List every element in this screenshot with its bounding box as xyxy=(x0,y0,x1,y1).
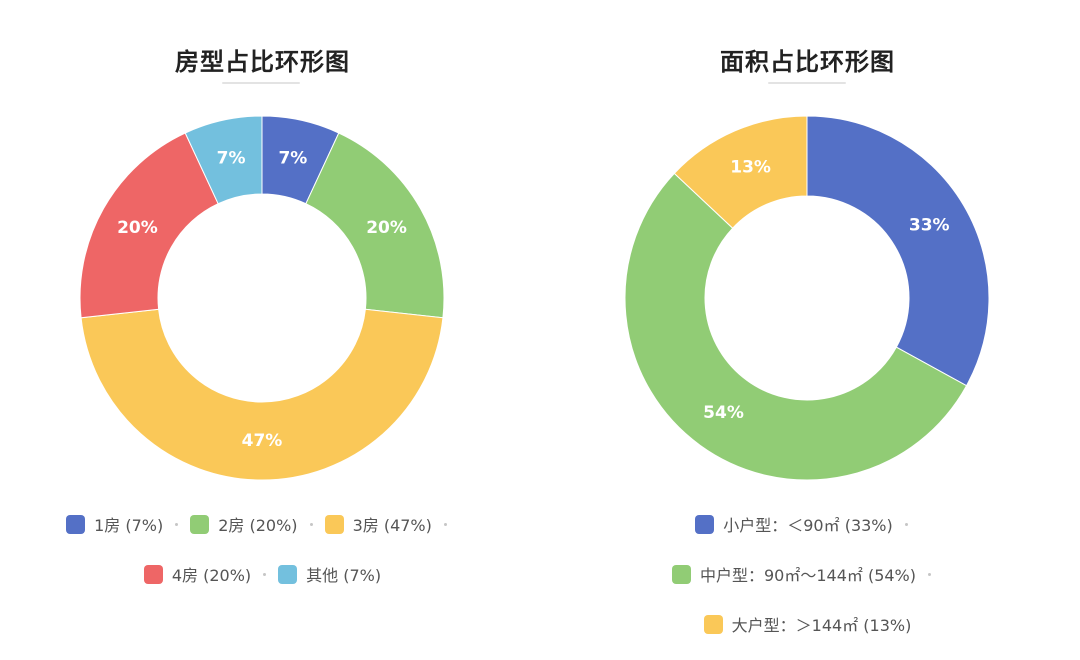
legend-item-3room[interactable]: 3房 (47%) xyxy=(324,512,432,536)
legend-swatch xyxy=(278,564,298,584)
legend-separator xyxy=(928,572,932,576)
legend-label: 1房 (7%) xyxy=(94,516,164,535)
room-type-donut: 7% 20% 47% 20% 7% xyxy=(79,115,445,481)
legend-item-1room[interactable]: 1房 (7%) xyxy=(66,512,163,536)
slice-data-label-4: 7% xyxy=(217,148,246,168)
legend-swatch xyxy=(695,514,715,534)
donut-slice-2[interactable] xyxy=(673,115,808,229)
donut-slice-4[interactable] xyxy=(184,115,263,205)
legend-label: 其他 (7%) xyxy=(306,566,382,585)
slice-data-label-3: 20% xyxy=(117,218,158,238)
legend-separator xyxy=(309,522,313,526)
slice-data-label-2: 47% xyxy=(242,431,283,451)
legend-swatch xyxy=(324,514,344,534)
legend-label: 2房 (20%) xyxy=(218,516,298,535)
area-chart-panel: 面积占比环形图 33% 54% 13% 小户型：＜90㎡ (33%) 中户型：90㎡… xyxy=(545,0,1070,660)
chart-title: 面积占比环形图 xyxy=(720,48,895,76)
legend-item-2room[interactable]: 2房 (20%) xyxy=(190,512,298,536)
legend-swatch xyxy=(190,514,210,534)
legend-row-2: 中户型：90㎡～144㎡ (54%) xyxy=(545,562,1070,586)
legend-swatch xyxy=(671,564,691,584)
title-underline xyxy=(222,82,300,84)
legend-separator xyxy=(443,522,447,526)
slice-data-label-0: 33% xyxy=(909,216,950,236)
legend-item-medium[interactable]: 中户型：90㎡～144㎡ (54%) xyxy=(671,562,917,586)
chart-title: 房型占比环形图 xyxy=(175,48,350,76)
slice-data-label-1: 20% xyxy=(366,218,407,238)
legend-swatch xyxy=(143,564,163,584)
legend-separator xyxy=(175,522,179,526)
legend-item-4room[interactable]: 4房 (20%) xyxy=(143,562,252,586)
donut-slice-0[interactable] xyxy=(806,115,990,387)
slice-data-label-0: 7% xyxy=(278,148,307,168)
legend-label: 小户型：＜90㎡ (33%) xyxy=(723,516,893,535)
legend-item-small[interactable]: 小户型：＜90㎡ (33%) xyxy=(695,512,893,536)
legend-label: 中户型：90㎡～144㎡ (54%) xyxy=(699,566,917,585)
legend-row-3: 大户型：＞144㎡ (13%) xyxy=(545,612,1070,636)
donut-slice-1[interactable] xyxy=(305,132,445,319)
donut-slice-1[interactable] xyxy=(624,172,968,481)
legend-row-1: 1房 (7%) 2房 (20%) 3房 (47%) xyxy=(0,512,525,536)
legend-label: 大户型：＞144㎡ (13%) xyxy=(731,616,912,635)
legend-label: 4房 (20%) xyxy=(171,566,252,585)
legend-row-2: 4房 (20%) 其他 (7%) xyxy=(0,562,525,586)
room-type-chart-panel: 房型占比环形图 7% 20% 47% 20% 7% 1房 (7%) 2房 (20%) 3… xyxy=(0,0,525,660)
legend-row-1: 小户型：＜90㎡ (33%) xyxy=(545,512,1070,536)
donut-slice-3[interactable] xyxy=(79,132,219,319)
legend-swatch xyxy=(66,514,86,534)
legend-item-large[interactable]: 大户型：＞144㎡ (13%) xyxy=(703,612,912,636)
legend-item-other[interactable]: 其他 (7%) xyxy=(278,562,381,586)
title-underline xyxy=(768,82,846,84)
legend-separator xyxy=(263,572,267,576)
legend-swatch xyxy=(703,614,723,634)
legend-label: 3房 (47%) xyxy=(352,516,432,535)
slice-data-label-2: 13% xyxy=(730,158,771,178)
area-donut: 33% 54% 13% xyxy=(624,115,990,481)
legend-separator xyxy=(904,522,908,526)
slice-data-label-1: 54% xyxy=(703,403,744,423)
donut-slice-2[interactable] xyxy=(80,308,444,481)
